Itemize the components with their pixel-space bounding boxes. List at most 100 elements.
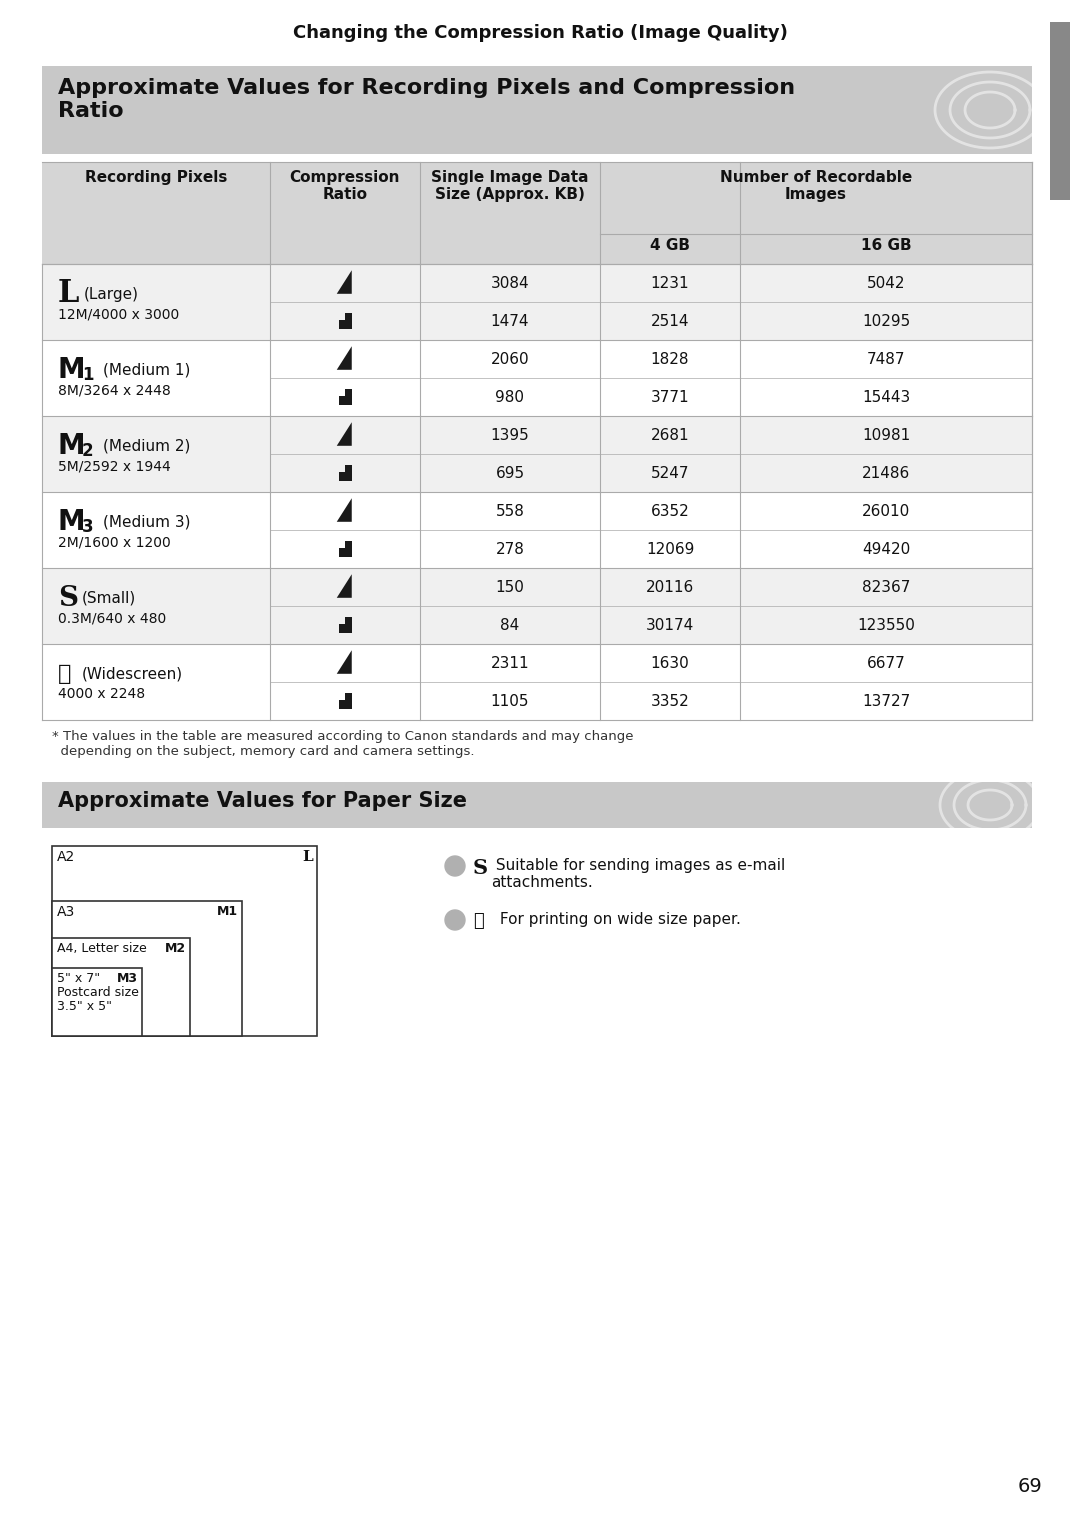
Text: 980: 980 <box>496 389 525 405</box>
Text: 1474: 1474 <box>490 313 529 329</box>
Text: 1828: 1828 <box>651 351 689 367</box>
Text: M: M <box>58 508 85 535</box>
Polygon shape <box>338 694 351 709</box>
Text: (Medium 2): (Medium 2) <box>103 438 190 453</box>
Bar <box>42 417 1032 491</box>
Text: 5M/2592 x 1944: 5M/2592 x 1944 <box>58 459 171 473</box>
Bar <box>42 163 1032 234</box>
Text: Recording Pixels: Recording Pixels <box>85 170 227 186</box>
Text: 8M/3264 x 2448: 8M/3264 x 2448 <box>58 383 171 397</box>
Text: Postcard size: Postcard size <box>57 986 139 999</box>
Text: 150: 150 <box>496 580 525 595</box>
Text: (Widescreen): (Widescreen) <box>82 666 184 681</box>
Bar <box>1050 21 1070 199</box>
Text: Changing the Compression Ratio (Image Quality): Changing the Compression Ratio (Image Qu… <box>293 24 787 43</box>
Text: 2311: 2311 <box>490 656 529 671</box>
Bar <box>42 643 1032 719</box>
Polygon shape <box>338 313 351 329</box>
Text: A3: A3 <box>57 905 76 919</box>
Text: 12069: 12069 <box>646 541 694 557</box>
Text: 3084: 3084 <box>490 275 529 291</box>
Text: L: L <box>302 850 313 864</box>
Text: 6677: 6677 <box>866 656 905 671</box>
Text: 3771: 3771 <box>650 389 689 405</box>
Polygon shape <box>337 575 352 598</box>
Text: M2: M2 <box>165 941 186 955</box>
Text: 26010: 26010 <box>862 503 910 519</box>
Text: 1231: 1231 <box>650 275 689 291</box>
Bar <box>52 967 141 1036</box>
Bar <box>42 567 1032 643</box>
Text: 30174: 30174 <box>646 618 694 633</box>
Text: 84: 84 <box>500 618 519 633</box>
Text: (Medium 1): (Medium 1) <box>103 362 190 377</box>
Text: 1630: 1630 <box>650 656 689 671</box>
Text: 2M/1600 x 1200: 2M/1600 x 1200 <box>58 535 171 549</box>
Text: (Large): (Large) <box>84 286 139 301</box>
Text: M1: M1 <box>217 905 238 919</box>
Text: 7487: 7487 <box>867 351 905 367</box>
Bar <box>52 938 190 1036</box>
Text: 12M/4000 x 3000: 12M/4000 x 3000 <box>58 307 179 321</box>
Text: 3352: 3352 <box>650 694 689 709</box>
Text: 1395: 1395 <box>490 427 529 443</box>
Bar <box>52 900 242 1036</box>
Text: 15443: 15443 <box>862 389 910 405</box>
Polygon shape <box>337 651 352 674</box>
Text: 3: 3 <box>82 519 94 535</box>
Polygon shape <box>337 347 352 370</box>
Text: S: S <box>58 584 78 611</box>
Polygon shape <box>337 423 352 446</box>
Text: Approximate Values for Paper Size: Approximate Values for Paper Size <box>58 791 467 811</box>
Text: 10295: 10295 <box>862 313 910 329</box>
Text: 3.5" x 5": 3.5" x 5" <box>57 999 112 1013</box>
Text: 5" x 7": 5" x 7" <box>57 972 100 986</box>
Text: 21486: 21486 <box>862 465 910 481</box>
Text: A4, Letter size: A4, Letter size <box>57 941 147 955</box>
Text: 558: 558 <box>496 503 525 519</box>
Text: 2: 2 <box>82 443 94 459</box>
Polygon shape <box>338 541 351 557</box>
Text: L: L <box>58 278 79 309</box>
Bar <box>42 265 1032 341</box>
Bar <box>42 491 1032 567</box>
Text: 2681: 2681 <box>650 427 689 443</box>
Text: M3: M3 <box>117 972 138 986</box>
Text: 278: 278 <box>496 541 525 557</box>
Text: 69: 69 <box>1017 1477 1042 1495</box>
Text: 4 GB: 4 GB <box>650 237 690 252</box>
Text: 4000 x 2248: 4000 x 2248 <box>58 687 145 701</box>
Text: M: M <box>58 432 85 459</box>
Polygon shape <box>338 618 351 633</box>
Text: 82367: 82367 <box>862 580 910 595</box>
Text: 5247: 5247 <box>651 465 689 481</box>
Text: Ⓦ: Ⓦ <box>58 665 71 684</box>
Text: 2514: 2514 <box>651 313 689 329</box>
Text: 13727: 13727 <box>862 694 910 709</box>
Text: * The values in the table are measured according to Canon standards and may chan: * The values in the table are measured a… <box>52 730 634 757</box>
Text: A2: A2 <box>57 850 76 864</box>
Text: 10981: 10981 <box>862 427 910 443</box>
Polygon shape <box>337 271 352 294</box>
Text: Ⓦ: Ⓦ <box>473 913 484 929</box>
Bar <box>52 846 318 1036</box>
Bar <box>42 234 1032 265</box>
Polygon shape <box>338 465 351 481</box>
Bar <box>42 782 1032 827</box>
Circle shape <box>445 910 465 929</box>
Text: (Small): (Small) <box>82 590 136 605</box>
Text: 49420: 49420 <box>862 541 910 557</box>
Text: 6352: 6352 <box>650 503 689 519</box>
Bar <box>42 65 1032 154</box>
Text: 2060: 2060 <box>490 351 529 367</box>
Bar <box>42 341 1032 417</box>
Text: 0.3M/640 x 480: 0.3M/640 x 480 <box>58 611 166 625</box>
Text: 20116: 20116 <box>646 580 694 595</box>
Text: 1: 1 <box>82 367 94 383</box>
Text: 1105: 1105 <box>490 694 529 709</box>
Text: Single Image Data
Size (Approx. KB): Single Image Data Size (Approx. KB) <box>431 170 589 202</box>
Polygon shape <box>338 389 351 405</box>
Text: 5042: 5042 <box>867 275 905 291</box>
Text: 123550: 123550 <box>858 618 915 633</box>
Text: 16 GB: 16 GB <box>861 237 912 252</box>
